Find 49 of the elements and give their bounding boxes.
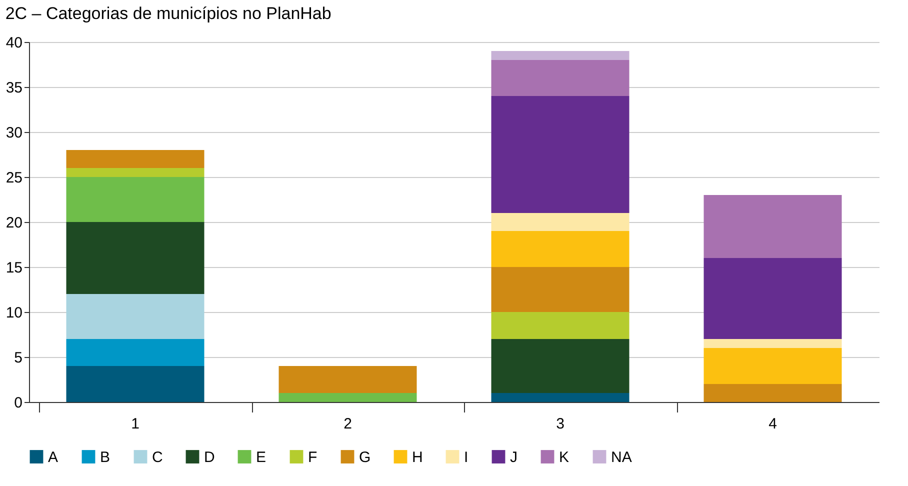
- bar: [704, 195, 842, 258]
- bar: [66, 294, 204, 339]
- legend-label: H: [412, 448, 423, 466]
- bar: [66, 168, 204, 177]
- bar: [278, 366, 417, 393]
- y-tick-label: 30: [6, 124, 22, 142]
- bar: [491, 267, 630, 312]
- x-tick-label: 4: [768, 416, 777, 432]
- bar: [704, 348, 842, 384]
- bar: [491, 393, 630, 402]
- legend-label: B: [100, 448, 110, 466]
- y-tick-label: 5: [14, 350, 22, 366]
- legend-label: J: [510, 448, 518, 466]
- y-tick-label: 15: [6, 260, 22, 276]
- bar: [491, 312, 630, 339]
- x-tick-label: 1: [131, 416, 140, 432]
- legend-label: E: [256, 448, 266, 466]
- bar: [704, 258, 842, 339]
- legend-label: C: [152, 448, 163, 466]
- legend-label: F: [308, 448, 318, 466]
- bar: [66, 222, 204, 294]
- bar: [66, 339, 204, 366]
- bar: [491, 51, 630, 60]
- legend-label: K: [559, 448, 570, 466]
- y-tick-label: 0: [14, 394, 22, 412]
- x-tick-label: 3: [556, 416, 564, 432]
- y-tick-label: 10: [6, 304, 22, 322]
- bar: [491, 96, 630, 213]
- bar: [704, 339, 842, 348]
- legend-label: A: [48, 448, 58, 466]
- legend-label: I: [464, 448, 468, 466]
- y-tick-label: 20: [6, 214, 22, 232]
- bar: [66, 177, 204, 222]
- y-tick-label: 25: [6, 170, 22, 186]
- legend-label: D: [204, 448, 215, 466]
- bar: [491, 231, 630, 267]
- legend-label: NA: [611, 448, 632, 466]
- bar: [66, 366, 204, 402]
- chart-title: 2C – Categorias de municípios no PlanHab: [5, 4, 332, 23]
- bar: [66, 150, 204, 168]
- y-tick-label: 40: [6, 34, 22, 52]
- x-tick-label: 2: [344, 416, 352, 432]
- legend-label: G: [359, 448, 371, 466]
- bar: [278, 393, 417, 402]
- bar: [491, 339, 630, 393]
- bar: [704, 384, 842, 402]
- y-tick-label: 35: [6, 80, 22, 96]
- bar: [491, 213, 630, 231]
- bar: [491, 60, 630, 96]
